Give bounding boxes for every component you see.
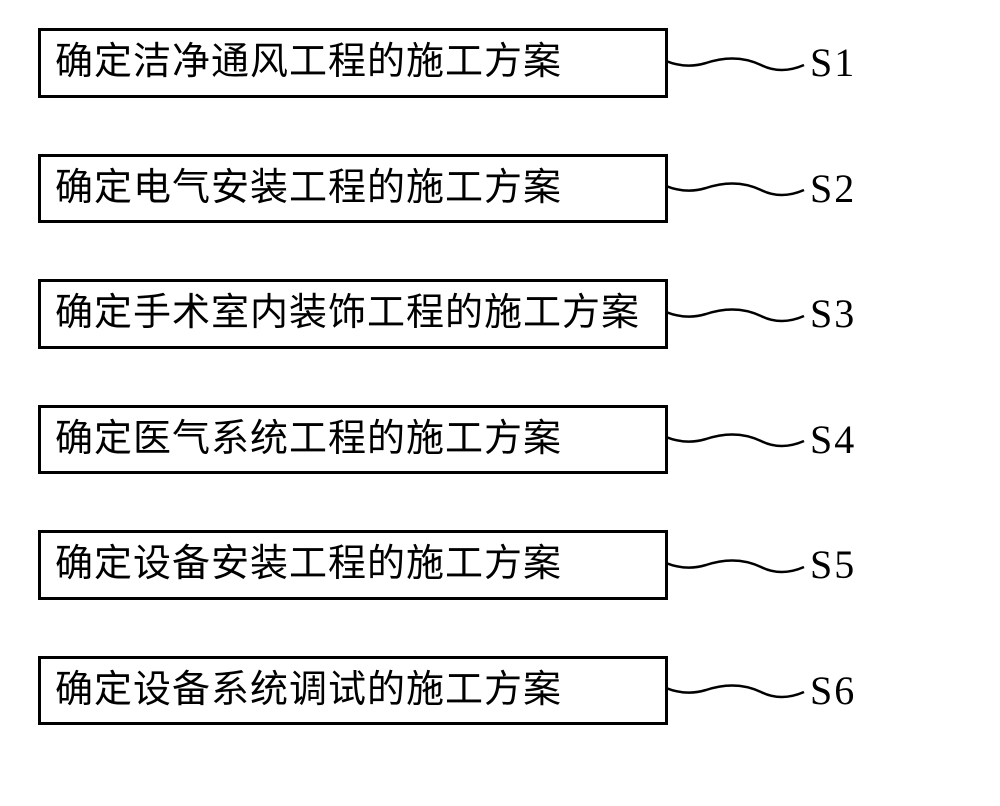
step-box-s5: 确定设备安装工程的施工方案 [38, 530, 668, 600]
wavy-path [666, 560, 804, 572]
step-box-s1: 确定洁净通风工程的施工方案 [38, 28, 668, 98]
step-label-s3: S3 [810, 290, 856, 337]
step-box-s4: 确定医气系统工程的施工方案 [38, 405, 668, 475]
step-row: 确定医气系统工程的施工方案 S4 [38, 405, 856, 475]
wavy-path [666, 309, 804, 321]
step-label-s5: S5 [810, 541, 856, 588]
step-box-s3: 确定手术室内装饰工程的施工方案 [38, 279, 668, 349]
step-row: 确定设备系统调试的施工方案 S6 [38, 656, 856, 726]
step-row: 确定洁净通风工程的施工方案 S1 [38, 28, 856, 98]
step-box-s2: 确定电气安装工程的施工方案 [38, 154, 668, 224]
wavy-path [666, 58, 804, 70]
step-text: 确定医气系统工程的施工方案 [55, 418, 562, 460]
connector-line [666, 419, 806, 459]
step-text: 确定手术室内装饰工程的施工方案 [55, 292, 640, 334]
step-label-s2: S2 [810, 165, 856, 212]
step-text: 确定设备安装工程的施工方案 [55, 543, 562, 585]
step-row: 确定手术室内装饰工程的施工方案 S3 [38, 279, 856, 349]
step-box-s6: 确定设备系统调试的施工方案 [38, 656, 668, 726]
connector-line [666, 294, 806, 334]
wavy-path [666, 435, 804, 447]
step-text: 确定洁净通风工程的施工方案 [55, 41, 562, 83]
connector-line [666, 43, 806, 83]
wavy-path [666, 686, 804, 698]
step-label-s1: S1 [810, 39, 856, 86]
step-label-s6: S6 [810, 667, 856, 714]
step-text: 确定设备系统调试的施工方案 [55, 669, 562, 711]
step-row: 确定电气安装工程的施工方案 S2 [38, 154, 856, 224]
step-text: 确定电气安装工程的施工方案 [55, 167, 562, 209]
step-label-s4: S4 [810, 416, 856, 463]
process-diagram: 确定洁净通风工程的施工方案 S1 确定电气安装工程的施工方案 S2 确定手术室内… [38, 28, 856, 725]
connector-line [666, 168, 806, 208]
step-row: 确定设备安装工程的施工方案 S5 [38, 530, 856, 600]
connector-line [666, 670, 806, 710]
wavy-path [666, 184, 804, 196]
connector-line [666, 545, 806, 585]
